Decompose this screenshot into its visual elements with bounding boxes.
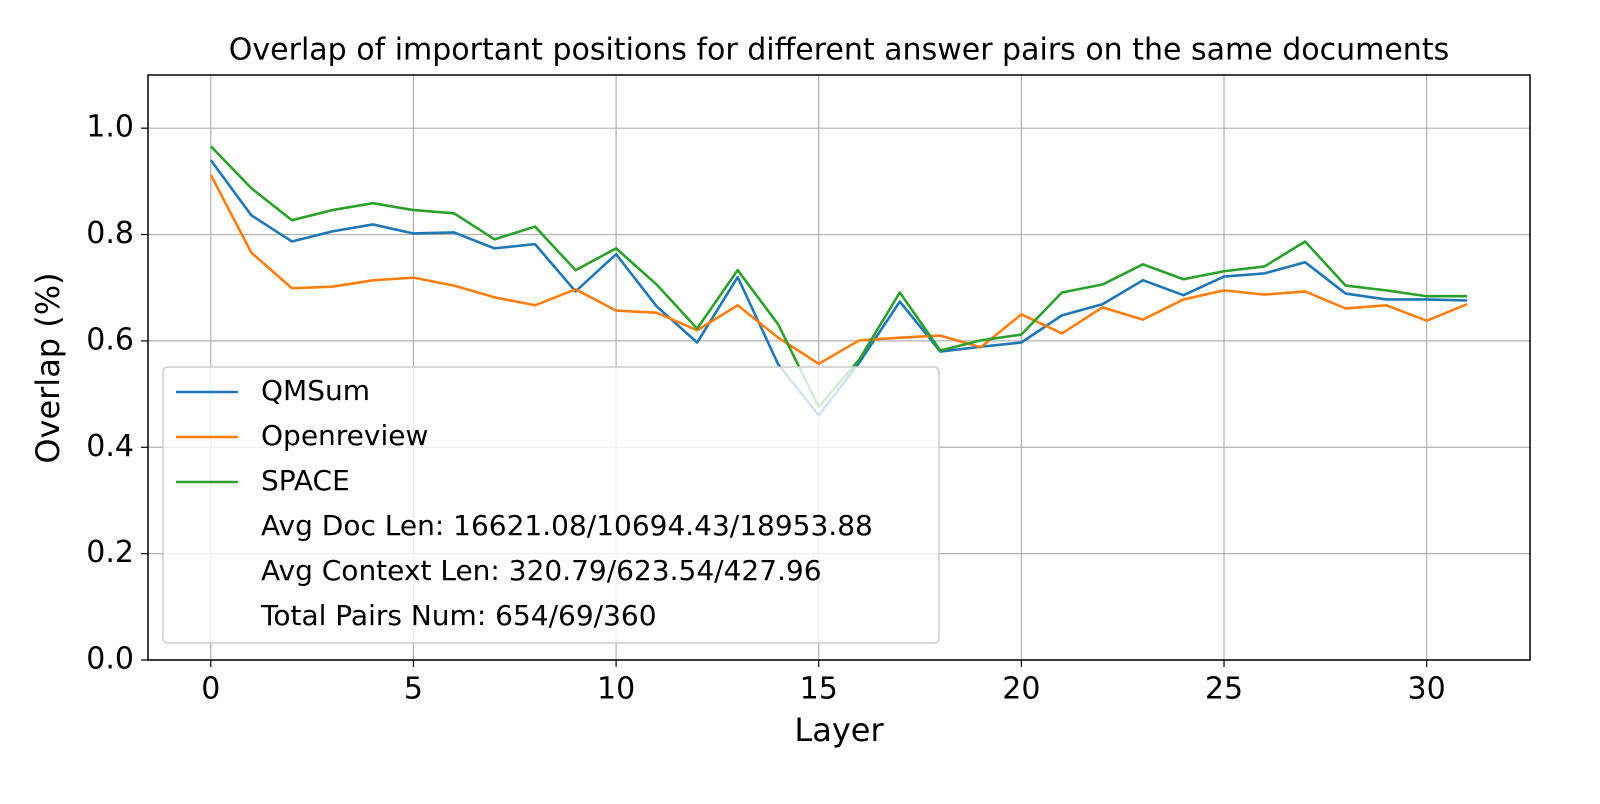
legend-note: Avg Context Len: 320.79/623.54/427.96 [261,554,822,587]
legend-note: Avg Doc Len: 16621.08/10694.43/18953.88 [261,509,873,542]
x-tick-label: 10 [597,672,635,707]
y-tick-label: 0.6 [86,322,134,357]
y-axis-label: Overlap (%) [29,272,67,463]
x-tick-label: 15 [800,672,838,707]
legend-label: Openreview [261,419,428,452]
legend: QMSum Openreview SPACE Avg Doc Len: 16621.0… [162,366,940,644]
legend-note: Total Pairs Num: 654/69/360 [260,599,657,632]
x-tick-label: 5 [404,672,423,707]
x-tick-label: 25 [1205,672,1243,707]
legend-label: SPACE [261,464,350,497]
legend-label: QMSum [261,374,370,407]
y-tick-label: 0.8 [86,216,134,251]
series-line [209,174,1468,366]
legend-box [162,366,940,644]
y-tick-label: 0.0 [86,642,134,677]
x-tick-label: 0 [201,672,220,707]
x-axis-label: Layer [794,711,884,749]
x-tick-label: 20 [1002,672,1040,707]
y-tick-label: 0.2 [86,535,134,570]
x-tick-label: 30 [1408,672,1446,707]
y-tick-label: 1.0 [86,110,134,145]
plot-frame [147,74,1531,661]
chart-title: Overlap of important positions for diffe… [229,33,1449,68]
y-tick-label: 0.4 [86,429,134,464]
